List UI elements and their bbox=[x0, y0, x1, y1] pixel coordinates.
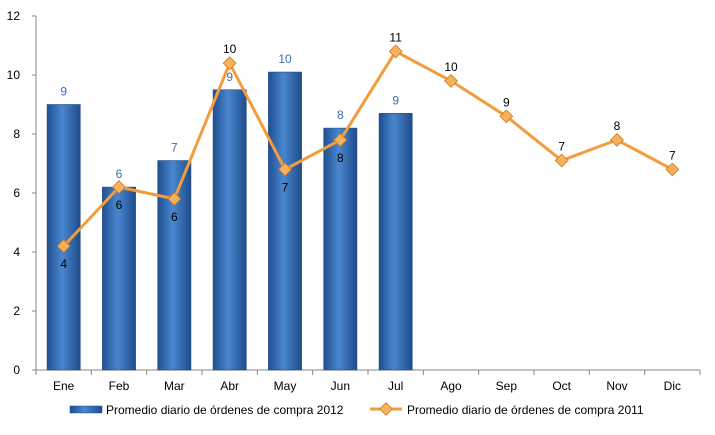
x-tick-label: Dic bbox=[664, 379, 681, 393]
line-marker bbox=[56, 239, 71, 254]
bar-data-label: 7 bbox=[171, 141, 178, 155]
legend-bar-label: Promedio diario de órdenes de compra 201… bbox=[106, 403, 344, 417]
line-data-label: 7 bbox=[558, 140, 565, 154]
y-tick-label: 0 bbox=[13, 363, 20, 377]
line-data-label: 4 bbox=[60, 257, 67, 271]
line-marker bbox=[665, 162, 680, 177]
line-marker bbox=[554, 153, 569, 168]
bar bbox=[378, 113, 413, 371]
line-data-label: 9 bbox=[503, 95, 510, 109]
bar-data-label: 8 bbox=[337, 108, 344, 122]
line-marker bbox=[167, 191, 182, 206]
bar bbox=[212, 89, 247, 371]
y-tick-label: 12 bbox=[7, 9, 21, 23]
line-data-label: 8 bbox=[614, 119, 621, 133]
y-tick-label: 8 bbox=[13, 127, 20, 141]
line-series: 4 6 6 10 7 8 11 10 9 7 8 7 bbox=[56, 30, 680, 271]
y-tick-label: 6 bbox=[13, 186, 20, 200]
x-tick-label: Mar bbox=[164, 379, 185, 393]
bar-series: 9 6 7 9 10 8 9 bbox=[46, 52, 413, 371]
x-tick-label: Sep bbox=[496, 379, 518, 393]
y-tick-label: 2 bbox=[13, 304, 20, 318]
legend: Promedio diario de órdenes de compra 201… bbox=[69, 402, 644, 417]
line-marker bbox=[278, 162, 292, 177]
legend-line-label: Promedio diario de órdenes de compra 201… bbox=[407, 403, 644, 417]
line-data-label: 7 bbox=[282, 180, 289, 194]
x-tick-label: Ene bbox=[53, 379, 75, 393]
line-marker bbox=[499, 109, 514, 124]
x-axis: Ene Feb Mar Abr May Jun Jul Ago Sep Oct Nov Dic bbox=[35, 369, 701, 393]
line-marker bbox=[388, 44, 403, 59]
y-tick-label: 4 bbox=[13, 245, 20, 259]
x-tick-label: Abr bbox=[220, 379, 239, 393]
line-data-label: 8 bbox=[337, 151, 344, 165]
bar bbox=[157, 160, 192, 371]
x-tick-label: Nov bbox=[606, 379, 627, 393]
line-marker bbox=[333, 132, 348, 147]
bar-data-label: 10 bbox=[278, 52, 292, 66]
bar bbox=[46, 104, 81, 371]
y-tick-label: 10 bbox=[7, 68, 21, 82]
x-tick-label: Ago bbox=[440, 379, 462, 393]
bar-data-label: 9 bbox=[226, 70, 233, 84]
bar bbox=[323, 127, 358, 371]
bar-data-label: 9 bbox=[392, 93, 399, 107]
line-marker bbox=[112, 180, 126, 195]
bar-data-label: 9 bbox=[60, 85, 67, 99]
line-data-label: 6 bbox=[171, 210, 178, 224]
line-marker bbox=[444, 73, 458, 88]
line-data-label: 11 bbox=[389, 30, 402, 44]
line-data-label: 10 bbox=[223, 42, 237, 56]
legend-bar-swatch bbox=[69, 405, 103, 414]
bar-data-label: 6 bbox=[116, 167, 123, 181]
x-tick-label: Jun bbox=[331, 379, 350, 393]
bar bbox=[102, 186, 136, 371]
line-path bbox=[62, 49, 674, 248]
line-data-label: 10 bbox=[444, 60, 458, 74]
line-data-label: 6 bbox=[116, 198, 123, 212]
bar bbox=[268, 71, 302, 371]
x-tick-label: May bbox=[274, 379, 297, 393]
x-tick-label: Feb bbox=[109, 379, 130, 393]
line-marker bbox=[222, 56, 237, 71]
line-marker bbox=[610, 132, 624, 147]
y-axis: 0 2 4 6 8 10 12 bbox=[7, 9, 37, 377]
line-data-label: 7 bbox=[669, 148, 676, 162]
legend-line-marker bbox=[379, 402, 393, 416]
x-tick-label: Oct bbox=[552, 379, 571, 393]
x-tick-label: Jul bbox=[388, 379, 403, 393]
